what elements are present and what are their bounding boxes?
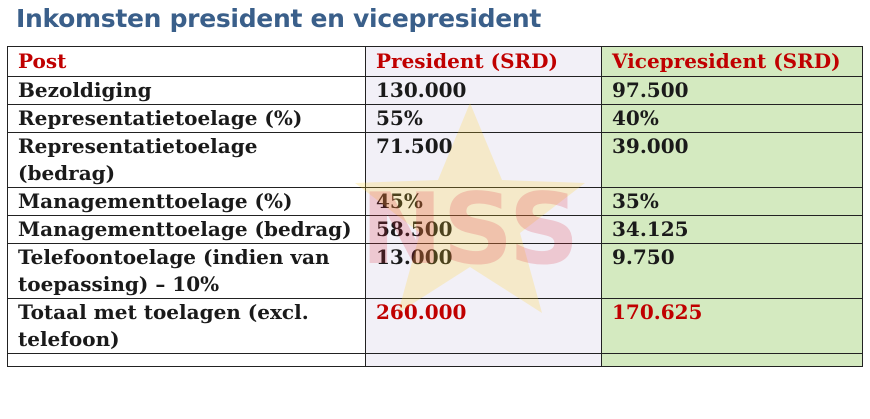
header-president: President (SRD)	[365, 46, 602, 77]
table-row: Telefoontoelage (indien van toepassing) …	[7, 243, 863, 299]
cell-post: Managementtoelage (bedrag)	[7, 215, 366, 244]
cell-president: 55%	[365, 104, 602, 133]
header-vicepresident: Vicepresident (SRD)	[601, 46, 863, 77]
table-row: Managementtoelage (%) 45% 35%	[7, 187, 863, 216]
table-row: Representatietoelage (%) 55% 40%	[7, 104, 863, 133]
table-row-total: Totaal met toelagen (excl. telefoon) 260…	[7, 298, 863, 354]
cell-vicepresident: 34.125	[601, 215, 863, 244]
income-table: Post President (SRD) Vicepresident (SRD)…	[7, 46, 863, 367]
table-row: Managementtoelage (bedrag) 58.500 34.125	[7, 215, 863, 244]
cell-vicepresident: 40%	[601, 104, 863, 133]
table-row: Representatietoelage (bedrag) 71.500 39.…	[7, 132, 863, 188]
cell-post: Representatietoelage (%)	[7, 104, 366, 133]
cell-empty	[601, 353, 863, 367]
cell-president: 13.000	[365, 243, 602, 299]
cell-president: 71.500	[365, 132, 602, 188]
cell-vicepresident: 35%	[601, 187, 863, 216]
table-row: Bezoldiging 130.000 97.500	[7, 76, 863, 105]
cell-post: Representatietoelage (bedrag)	[7, 132, 366, 188]
cell-president: 130.000	[365, 76, 602, 105]
cell-post: Managementtoelage (%)	[7, 187, 366, 216]
page-title: Inkomsten president en vicepresident	[16, 4, 542, 33]
cell-vicepresident: 9.750	[601, 243, 863, 299]
cell-vicepresident-total: 170.625	[601, 298, 863, 354]
cell-president: 58.500	[365, 215, 602, 244]
cell-post: Telefoontoelage (indien van toepassing) …	[7, 243, 366, 299]
cell-empty	[365, 353, 602, 367]
cell-vicepresident: 39.000	[601, 132, 863, 188]
cell-vicepresident: 97.500	[601, 76, 863, 105]
table-row-cropped	[7, 353, 863, 367]
cell-president-total: 260.000	[365, 298, 602, 354]
cell-president: 45%	[365, 187, 602, 216]
table-header-row: Post President (SRD) Vicepresident (SRD)	[7, 46, 863, 77]
cell-post: Bezoldiging	[7, 76, 366, 105]
cell-empty	[7, 353, 366, 367]
header-post: Post	[7, 46, 366, 77]
cell-post: Totaal met toelagen (excl. telefoon)	[7, 298, 366, 354]
